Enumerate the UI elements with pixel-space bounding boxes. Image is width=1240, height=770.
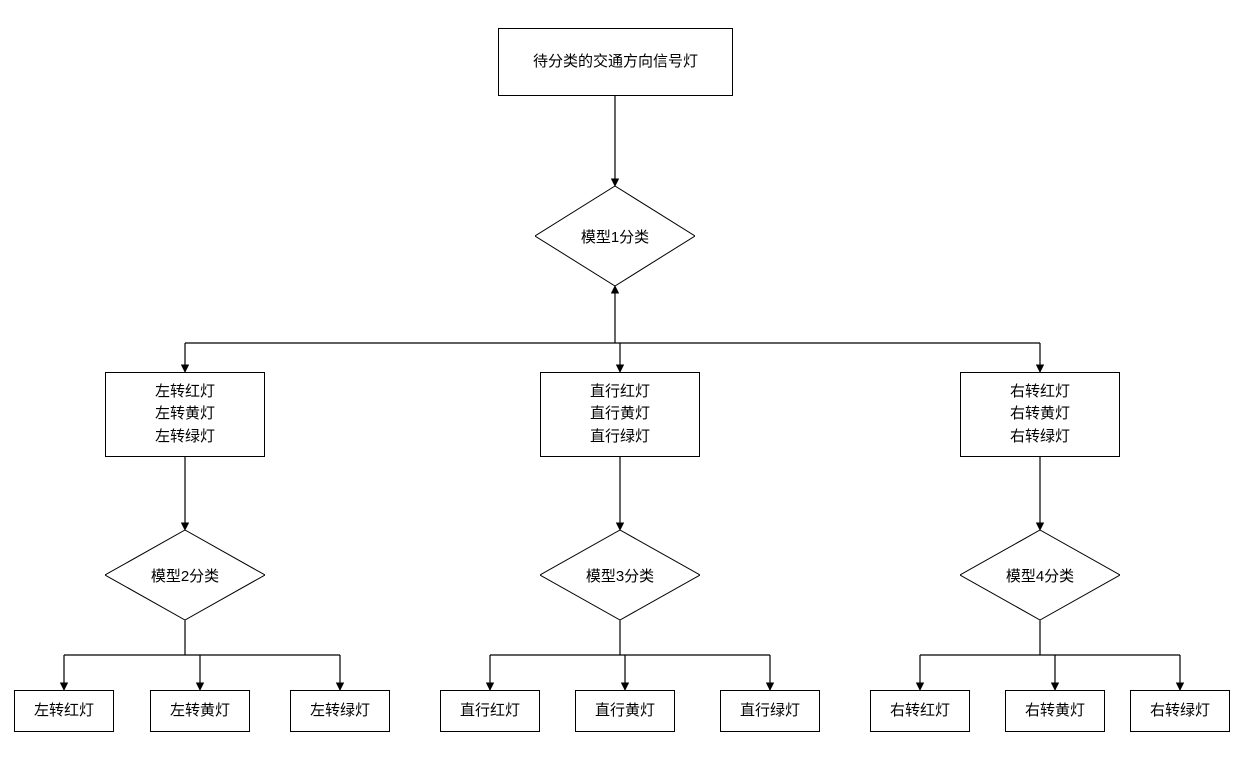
leaf-r-red-label: 右转红灯 — [890, 700, 950, 723]
diamond-2-label: 模型2分类 — [151, 565, 219, 586]
leaf-l-yellow-label: 左转黄灯 — [170, 700, 230, 723]
leaf-r-yellow-label: 右转黄灯 — [1025, 700, 1085, 723]
diamond-model-2: 模型2分类 — [105, 530, 265, 620]
leaf-l-red-label: 左转红灯 — [34, 700, 94, 723]
leaf-right-green: 右转绿灯 — [1130, 690, 1230, 732]
group-left-line2: 左转黄灯 — [155, 403, 215, 426]
leaf-left-green: 左转绿灯 — [290, 690, 390, 732]
group-left-line3: 左转绿灯 — [155, 426, 215, 449]
leaf-right-red: 右转红灯 — [870, 690, 970, 732]
diamond-4-label: 模型4分类 — [1006, 565, 1074, 586]
root-box: 待分类的交通方向信号灯 — [498, 28, 733, 96]
leaf-right-yellow: 右转黄灯 — [1005, 690, 1105, 732]
diamond-model-3: 模型3分类 — [540, 530, 700, 620]
group-left-line1: 左转红灯 — [155, 381, 215, 404]
leaf-mid-red: 直行红灯 — [440, 690, 540, 732]
group-right-line2: 右转黄灯 — [1010, 403, 1070, 426]
leaf-mid-yellow: 直行黄灯 — [575, 690, 675, 732]
leaf-left-red: 左转红灯 — [14, 690, 114, 732]
group-right-line3: 右转绿灯 — [1010, 426, 1070, 449]
group-mid-line2: 直行黄灯 — [590, 403, 650, 426]
leaf-m-green-label: 直行绿灯 — [740, 700, 800, 723]
leaf-l-green-label: 左转绿灯 — [310, 700, 370, 723]
group-right-line1: 右转红灯 — [1010, 381, 1070, 404]
leaf-m-red-label: 直行红灯 — [460, 700, 520, 723]
group-left: 左转红灯 左转黄灯 左转绿灯 — [105, 372, 265, 457]
group-mid-line1: 直行红灯 — [590, 381, 650, 404]
group-mid-line3: 直行绿灯 — [590, 426, 650, 449]
leaf-r-green-label: 右转绿灯 — [1150, 700, 1210, 723]
leaf-m-yellow-label: 直行黄灯 — [595, 700, 655, 723]
leaf-left-yellow: 左转黄灯 — [150, 690, 250, 732]
diamond-3-label: 模型3分类 — [586, 565, 654, 586]
leaf-mid-green: 直行绿灯 — [720, 690, 820, 732]
group-middle: 直行红灯 直行黄灯 直行绿灯 — [540, 372, 700, 457]
root-label: 待分类的交通方向信号灯 — [533, 51, 698, 74]
diamond-model-4: 模型4分类 — [960, 530, 1120, 620]
group-right: 右转红灯 右转黄灯 右转绿灯 — [960, 372, 1120, 457]
diamond-1-label: 模型1分类 — [581, 226, 649, 247]
diamond-model-1: 模型1分类 — [535, 186, 695, 286]
